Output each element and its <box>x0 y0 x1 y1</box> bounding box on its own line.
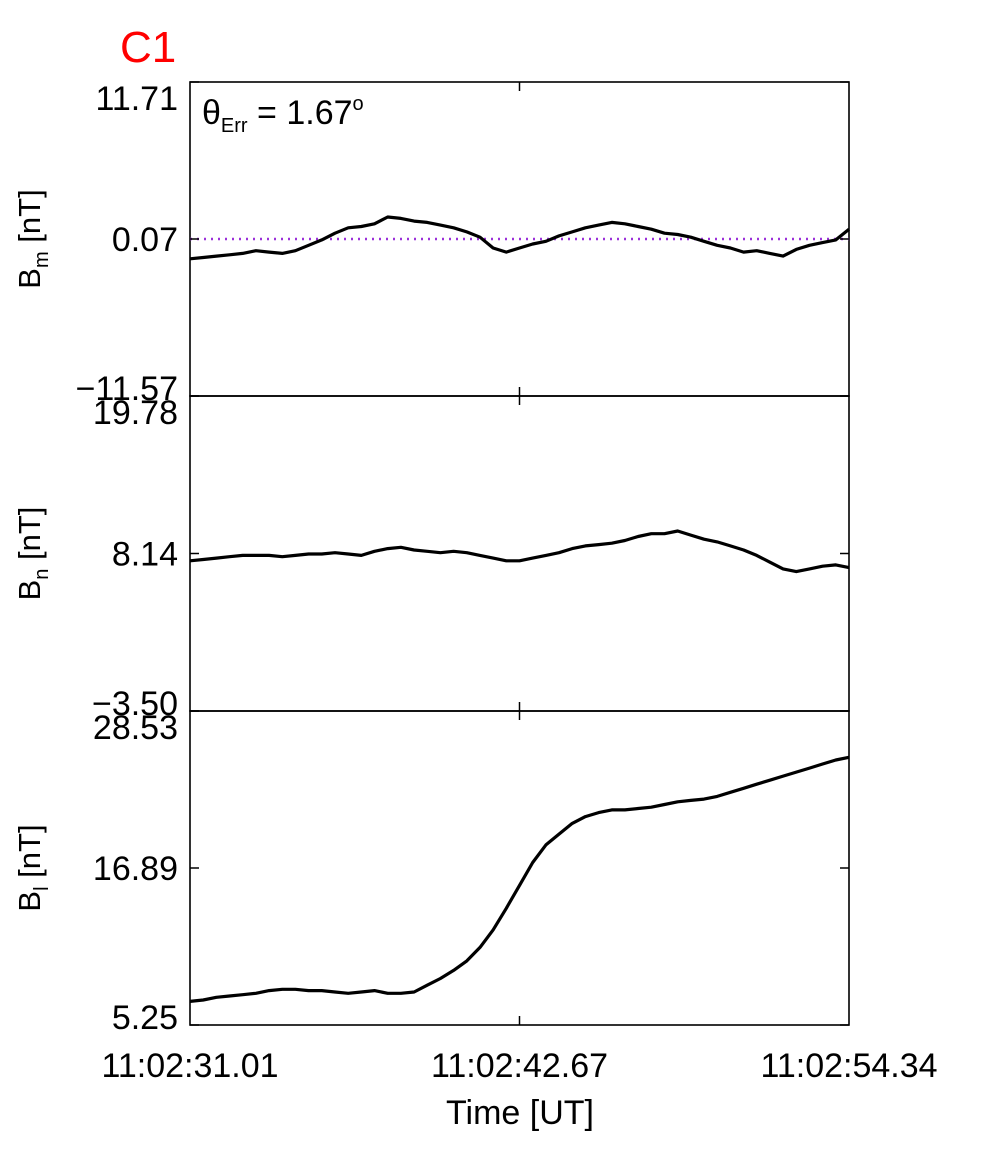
y-tick-label: 28.53 <box>93 709 178 747</box>
theta-err-annotation: θErr = 1.67o <box>202 93 364 137</box>
panel-frame <box>189 710 850 1026</box>
y-tick-label: −11.57 <box>76 370 178 408</box>
y-tick-label: 8.14 <box>112 536 178 574</box>
y-tick-label: 5.25 <box>112 999 178 1037</box>
panels: 11.71 0.07 −11.57 Bm [nT] θErr = 1.67o 19.78 8… <box>12 80 851 1037</box>
panel-bn: 19.78 8.14 −3.50 Bn [nT] <box>12 394 850 723</box>
y-axis-label: Bn [nT] <box>12 507 53 601</box>
y-tick-label: −3.50 <box>92 685 178 723</box>
x-axis-label: Time [UT] <box>446 1094 594 1132</box>
y-tick-label: 11.71 <box>95 80 178 118</box>
y-tick-label: 19.78 <box>93 394 178 432</box>
panel-bm: 11.71 0.07 −11.57 Bm [nT] θErr = 1.67o <box>12 80 851 408</box>
y-tick-label: 16.89 <box>93 850 178 888</box>
y-axis-label: Bm [nT] <box>12 189 53 288</box>
panel-bl: 28.53 16.89 5.25 Bl [nT] <box>12 709 850 1037</box>
x-tick-label: 11:02:54.34 <box>760 1047 937 1085</box>
y-tick-label: 0.07 <box>112 221 178 259</box>
series-line-bl <box>189 755 850 1003</box>
series-line-bn <box>189 529 850 574</box>
y-axis-label: Bl [nT] <box>12 824 53 911</box>
figure-title: C1 <box>120 23 176 72</box>
x-axis: 11:02:31.01 11:02:42.67 11:02:54.34 <box>101 1047 937 1085</box>
x-tick-label: 11:02:42.67 <box>431 1047 608 1085</box>
x-tick-label: 11:02:31.01 <box>101 1047 278 1085</box>
series-line-bm <box>189 215 851 261</box>
